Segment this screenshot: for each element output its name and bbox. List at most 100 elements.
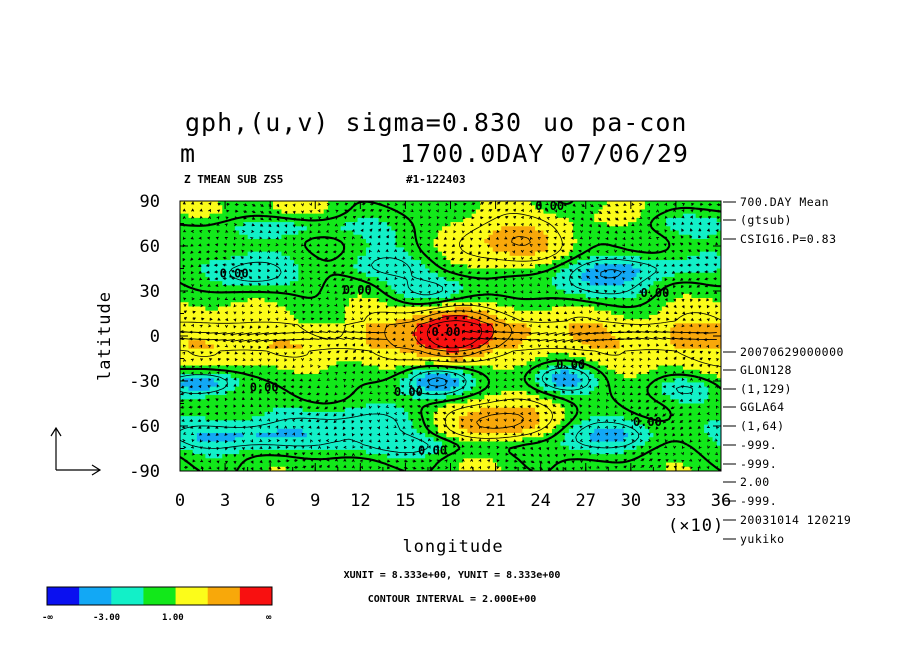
- heatmap-cell: [640, 331, 646, 337]
- heatmap-cell: [480, 226, 485, 232]
- heatmap-cell: [226, 264, 232, 270]
- heatmap-cell: [636, 310, 642, 316]
- heatmap-cell: [378, 281, 384, 286]
- heatmap-cell: [632, 289, 638, 295]
- heatmap-cell: [666, 201, 671, 206]
- heatmap-cell: [649, 352, 654, 358]
- heatmap-cell: [687, 302, 693, 308]
- heatmap-cell: [636, 264, 642, 270]
- heatmap-cell: [661, 357, 667, 362]
- heatmap-cell: [670, 276, 676, 282]
- heatmap-cell: [611, 357, 616, 362]
- heatmap-cell: [699, 344, 705, 350]
- heatmap-cell: [205, 272, 211, 278]
- heatmap-cell: [699, 336, 705, 341]
- heatmap-cell: [192, 243, 198, 249]
- heatmap-cell: [213, 243, 219, 249]
- heatmap-cell: [539, 209, 545, 215]
- heatmap-cell: [344, 302, 350, 308]
- heatmap-cell: [319, 276, 325, 282]
- heatmap-cell: [209, 344, 215, 350]
- heatmap-cell: [294, 255, 299, 261]
- heatmap-cell: [387, 314, 392, 320]
- heatmap-cell: [184, 272, 190, 278]
- heatmap-cell: [653, 348, 659, 354]
- heatmap-cell: [695, 243, 701, 249]
- heatmap-cell: [585, 243, 591, 249]
- heatmap-cell: [188, 323, 194, 329]
- heatmap-cell: [657, 340, 663, 346]
- heatmap-cell: [518, 281, 523, 286]
- heatmap-cell: [704, 226, 709, 232]
- heatmap-cell: [243, 226, 249, 232]
- heatmap-cell: [196, 323, 202, 329]
- heatmap-cell: [230, 243, 236, 249]
- heatmap-cell: [543, 213, 549, 219]
- heatmap-cell: [399, 314, 405, 320]
- heatmap-cell: [184, 238, 190, 244]
- heatmap-cell: [365, 310, 371, 316]
- heatmap-cell: [712, 352, 718, 358]
- heatmap-cell: [302, 205, 308, 211]
- heatmap-cell: [349, 293, 354, 299]
- heatmap-cell: [437, 213, 443, 219]
- heatmap-cell: [505, 327, 511, 333]
- heatmap-cell: [695, 251, 701, 257]
- heatmap-cell: [306, 289, 312, 295]
- heatmap-cell: [589, 226, 595, 232]
- heatmap-cell: [391, 243, 397, 249]
- heatmap-cell: [218, 213, 223, 219]
- heatmap-cell: [539, 336, 545, 341]
- heatmap-cell: [547, 201, 553, 206]
- heatmap-cell: [480, 302, 485, 308]
- heatmap-cell: [674, 323, 680, 329]
- heatmap-cell: [213, 293, 219, 299]
- heatmap-cell: [180, 201, 185, 206]
- heatmap-cell: [332, 306, 337, 312]
- heatmap-cell: [581, 276, 587, 282]
- heatmap-cell: [264, 293, 270, 299]
- heatmap-cell: [437, 298, 443, 303]
- heatmap-cell: [628, 213, 633, 219]
- heatmap-cell: [623, 327, 629, 333]
- heatmap-cell: [294, 247, 299, 253]
- heatmap-cell: [564, 251, 570, 257]
- heatmap-cell: [442, 264, 447, 270]
- heatmap-cell: [201, 357, 206, 362]
- heatmap-cell: [492, 268, 498, 274]
- heatmap-cell: [615, 260, 621, 265]
- heatmap-cell: [716, 234, 721, 240]
- heatmap-cell: [661, 352, 667, 358]
- heatmap-cell: [708, 234, 714, 240]
- heatmap-cell: [619, 255, 625, 261]
- heatmap-cell: [666, 323, 671, 329]
- heatmap-cell: [691, 213, 697, 219]
- heatmap-cell: [433, 260, 439, 265]
- heatmap-cell: [547, 340, 553, 346]
- heatmap-cell: [323, 289, 329, 295]
- heatmap-cell: [222, 357, 228, 362]
- heatmap-cell: [615, 272, 621, 278]
- heatmap-cell: [526, 251, 532, 257]
- heatmap-cell: [302, 230, 308, 236]
- heatmap-cell: [513, 306, 519, 312]
- heatmap-cell: [433, 276, 439, 282]
- heatmap-cell: [306, 260, 312, 265]
- heatmap-cell: [501, 331, 507, 337]
- heatmap-cell: [522, 293, 528, 299]
- heatmap-cell: [589, 310, 595, 316]
- heatmap-cell: [632, 260, 638, 265]
- heatmap-cell: [543, 260, 549, 265]
- heatmap-cell: [678, 213, 684, 219]
- heatmap-cell: [450, 357, 456, 362]
- heatmap-cell: [408, 222, 414, 227]
- heatmap-cell: [442, 361, 447, 367]
- heatmap-cell: [260, 340, 266, 346]
- heatmap-cell: [535, 276, 540, 282]
- heatmap-cell: [632, 226, 638, 232]
- heatmap-cell: [319, 298, 325, 303]
- heatmap-cell: [218, 243, 223, 249]
- heatmap-cell: [716, 357, 721, 362]
- heatmap-cell: [699, 314, 705, 320]
- heatmap-cell: [691, 285, 697, 291]
